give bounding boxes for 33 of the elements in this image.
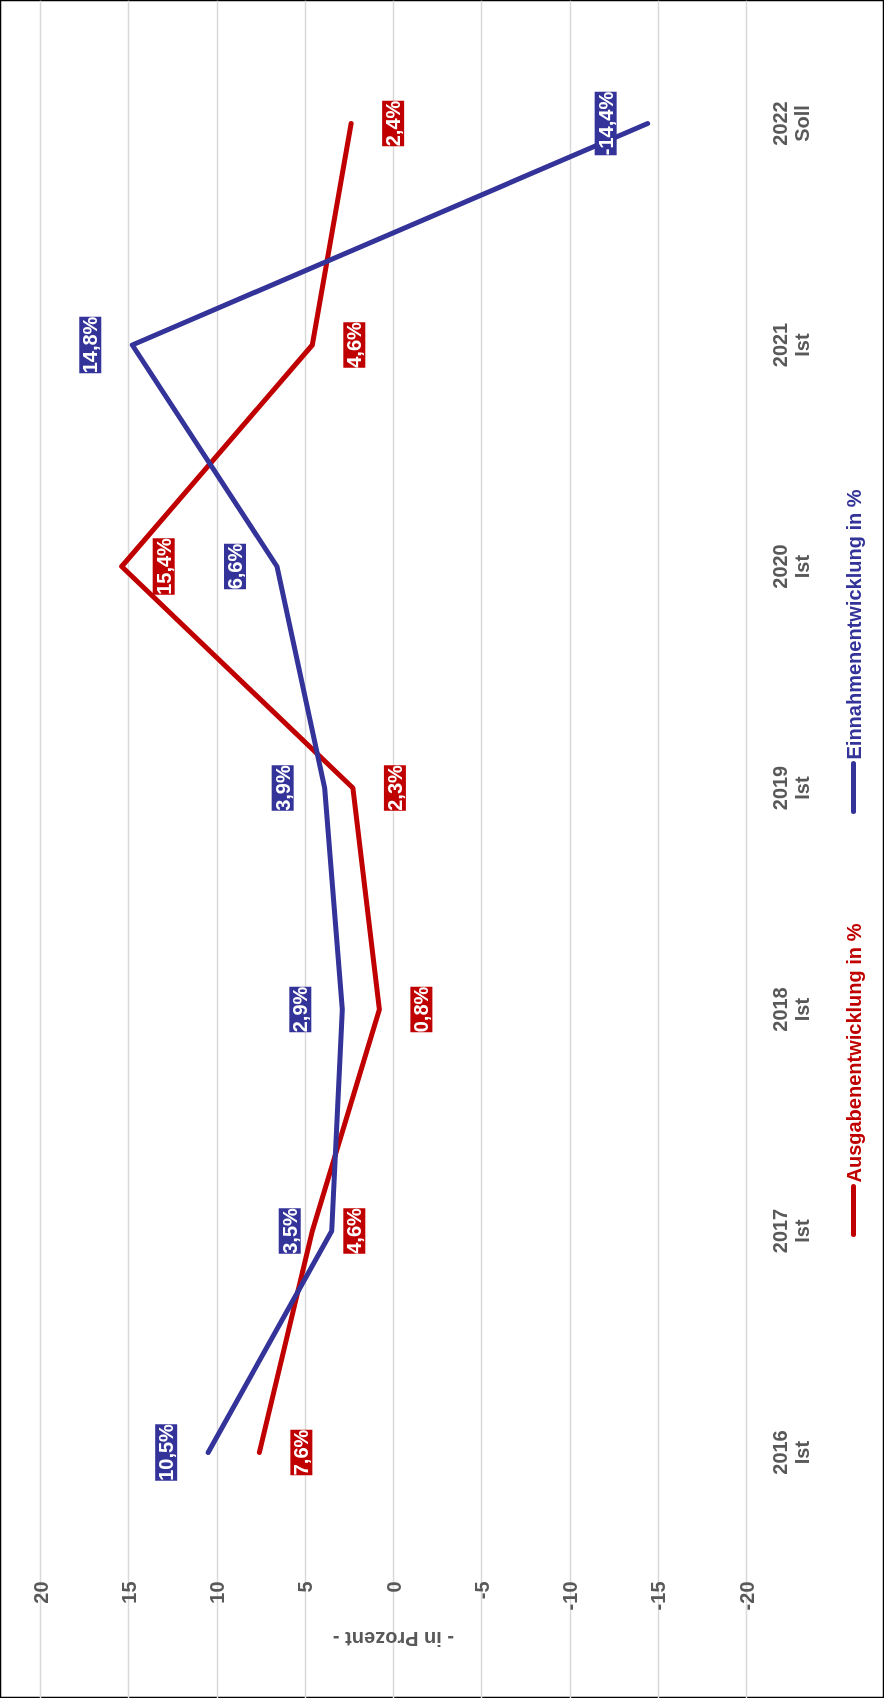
data-label: 14,8% xyxy=(79,316,102,374)
y-tick-label: 2017 Ist xyxy=(768,1208,813,1254)
y-tick-label: 2021 Ist xyxy=(768,322,813,368)
data-label: 2,4% xyxy=(382,100,405,147)
y-tick-label: 2016 Ist xyxy=(768,1430,813,1475)
x-tick-label: -5 xyxy=(470,1581,493,1600)
data-label: 4,6% xyxy=(343,321,366,368)
y-tick-label: 2022 Soll xyxy=(768,101,813,146)
data-label: 7,6% xyxy=(290,1429,313,1476)
y-tick-label: 2020 Ist xyxy=(768,544,813,589)
data-label: 0,8% xyxy=(410,986,433,1033)
data-label: 2,9% xyxy=(289,986,312,1033)
data-label: 3,9% xyxy=(271,764,294,811)
data-label: 2,3% xyxy=(383,764,406,811)
x-tick-label: 10 xyxy=(206,1581,228,1604)
x-tick-label: 15 xyxy=(117,1581,140,1604)
x-tick-label: -15 xyxy=(647,1581,670,1611)
y-tick-label: 2019 Ist xyxy=(768,765,813,811)
data-label: 6,6% xyxy=(224,543,247,590)
x-axis-title: - in Prozent - xyxy=(332,1627,455,1650)
data-label: -14,4% xyxy=(594,91,617,156)
text: Ausgabenentwicklung in % xyxy=(842,923,865,1183)
y-tick-label: 2018 Ist xyxy=(768,987,813,1032)
data-label: 15,4% xyxy=(152,537,175,595)
x-tick-label: -10 xyxy=(559,1581,581,1611)
x-tick-label: 20 xyxy=(29,1581,52,1604)
x-tick-label: -20 xyxy=(735,1581,758,1611)
x-tick-label: 0 xyxy=(382,1581,405,1593)
x-tick-label: 5 xyxy=(294,1581,317,1593)
data-label: 10,5% xyxy=(155,1423,178,1481)
text: Einnahmenentwicklung in % xyxy=(842,489,865,760)
data-label: 4,6% xyxy=(343,1207,366,1254)
data-label: 3,5% xyxy=(278,1207,301,1254)
